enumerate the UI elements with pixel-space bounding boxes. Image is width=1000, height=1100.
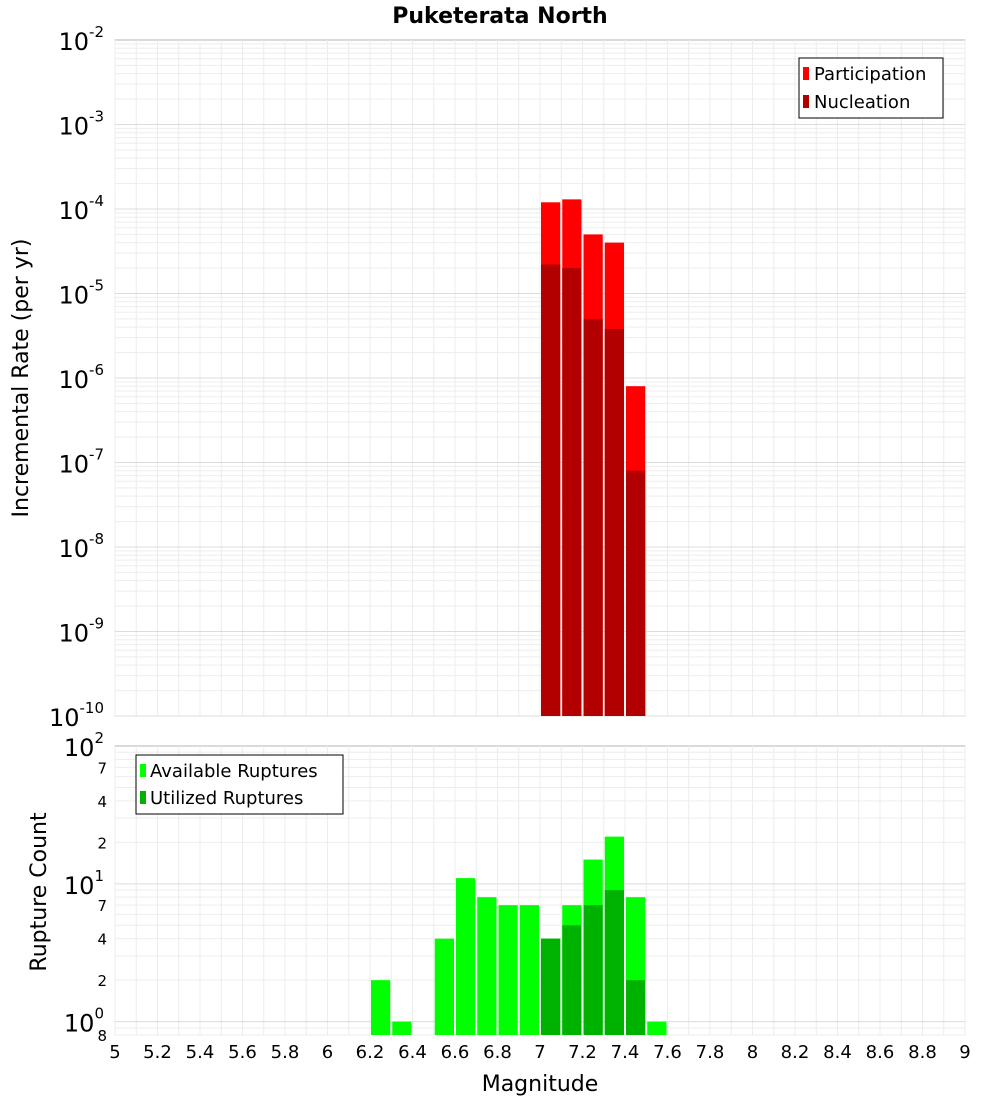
top-y-axis-label: Incremental Rate (per yr) <box>9 239 34 518</box>
top-y-tick-label: 10-8 <box>58 530 104 563</box>
x-tick-label: 8.2 <box>781 1042 810 1063</box>
nucleation-bar <box>583 318 603 716</box>
top-bars <box>541 199 646 717</box>
x-tick-label: 7.2 <box>568 1042 597 1063</box>
bottom-bars <box>371 836 667 1035</box>
available-ruptures-bar <box>371 980 391 1035</box>
bottom-y-minor-tick-label: 7 <box>97 897 107 915</box>
available-ruptures-bar <box>498 905 518 1035</box>
available-ruptures-bar <box>647 1021 667 1035</box>
bottom-y-minor-tick-label: 4 <box>97 931 107 949</box>
bottom-y-minor-tick-label: 8 <box>97 1027 107 1045</box>
bottom-y-axis-label: Rupture Count <box>27 812 52 972</box>
x-tick-label: 5.8 <box>271 1042 300 1063</box>
x-tick-label: 6.4 <box>398 1042 427 1063</box>
top-grid <box>114 40 966 717</box>
legend-swatch-utilized <box>140 791 146 804</box>
bottom-y-minor-tick-label: 2 <box>97 972 107 990</box>
top-y-tick-label: 10-3 <box>58 108 104 141</box>
legend-label-available: Available Ruptures <box>150 761 318 782</box>
bottom-y-minor-tick-label: 4 <box>97 793 107 811</box>
top-legend: Participation Nucleation <box>798 57 944 119</box>
x-tick-label: 8 <box>747 1042 758 1063</box>
legend-label-utilized: Utilized Ruptures <box>150 788 303 809</box>
x-tick-label: 5.6 <box>228 1042 257 1063</box>
x-tick-label: 5.4 <box>186 1042 215 1063</box>
x-tick-label: 7.4 <box>611 1042 640 1063</box>
nucleation-bar <box>541 264 561 716</box>
legend-label-participation: Participation <box>814 64 926 85</box>
top-y-tick-label: 10-10 <box>49 699 104 732</box>
x-tick-label: 8.4 <box>823 1042 852 1063</box>
top-y-tick-label: 10-7 <box>58 446 104 479</box>
bottom-grid <box>114 746 966 1036</box>
x-tick-label: 6.2 <box>356 1042 385 1063</box>
top-y-tick-label: 10-4 <box>58 192 104 225</box>
top-panel: 10-10 10-9 10-8 10-7 10-6 10-5 10-4 10-3 10-2 In… <box>9 23 966 732</box>
x-tick-label: 7.8 <box>696 1042 725 1063</box>
top-legend-box <box>798 57 944 119</box>
bottom-legend-box <box>135 754 344 815</box>
bottom-legend: Available Ruptures Utilized Ruptures <box>135 754 344 815</box>
top-y-tick-label: 10-5 <box>58 277 104 310</box>
top-y-tick-label: 10-2 <box>58 23 104 56</box>
nucleation-bar <box>626 470 646 716</box>
x-tick-label: 7 <box>534 1042 545 1063</box>
available-ruptures-bar <box>519 905 539 1035</box>
x-tick-label: 8.6 <box>866 1042 895 1063</box>
x-tick-label: 5.2 <box>143 1042 172 1063</box>
bottom-y-ticks: 102 101 100 7 4 2 7 4 2 8 <box>64 729 107 1045</box>
bottom-y-major-tick-label: 102 <box>64 729 104 762</box>
top-y-tick-label: 10-9 <box>58 615 104 648</box>
x-tick-label: 6.8 <box>483 1042 512 1063</box>
x-tick-label: 6.6 <box>441 1042 470 1063</box>
legend-label-nucleation: Nucleation <box>814 92 910 113</box>
legend-swatch-nucleation <box>803 95 809 108</box>
bottom-y-major-tick-label: 101 <box>64 867 104 900</box>
x-tick-label: 6 <box>322 1042 333 1063</box>
x-tick-label: 7.6 <box>653 1042 682 1063</box>
nucleation-bar <box>562 268 582 716</box>
x-axis-label: Magnitude <box>482 1072 599 1097</box>
utilized-ruptures-bar <box>604 890 624 1035</box>
bottom-y-minor-tick-label: 2 <box>97 834 107 852</box>
x-tick-label: 5 <box>109 1042 120 1063</box>
available-ruptures-bar <box>392 1021 412 1035</box>
legend-swatch-available <box>140 764 146 777</box>
x-tick-label: 8.8 <box>908 1042 937 1063</box>
utilized-ruptures-bar <box>562 925 582 1035</box>
legend-swatch-participation <box>803 67 809 80</box>
utilized-ruptures-bar <box>626 980 646 1035</box>
top-y-ticks: 10-10 10-9 10-8 10-7 10-6 10-5 10-4 10-3 10-2 <box>49 23 104 732</box>
bottom-panel: 102 101 100 7 4 2 7 4 2 8 5 5.2 5.4 5.6 5.8 6 6.2 6.4 6.6… <box>27 729 971 1097</box>
x-tick-label: 9 <box>959 1042 970 1063</box>
chart-title: Puketerata North <box>392 4 607 29</box>
nucleation-bar <box>604 329 624 716</box>
top-y-tick-label: 10-6 <box>58 361 104 394</box>
x-ticks: 5 5.2 5.4 5.6 5.8 6 6.2 6.4 6.6 6.8 7 7.2 7.4 7.6 7.8 8… <box>109 1042 970 1063</box>
available-ruptures-bar <box>456 878 476 1035</box>
available-ruptures-bar <box>477 897 497 1035</box>
bottom-y-minor-tick-label: 7 <box>97 759 107 777</box>
utilized-ruptures-bar <box>541 938 561 1035</box>
utilized-ruptures-bar <box>583 905 603 1035</box>
available-ruptures-bar <box>434 938 454 1035</box>
bottom-y-major-tick-label: 100 <box>64 1005 104 1038</box>
